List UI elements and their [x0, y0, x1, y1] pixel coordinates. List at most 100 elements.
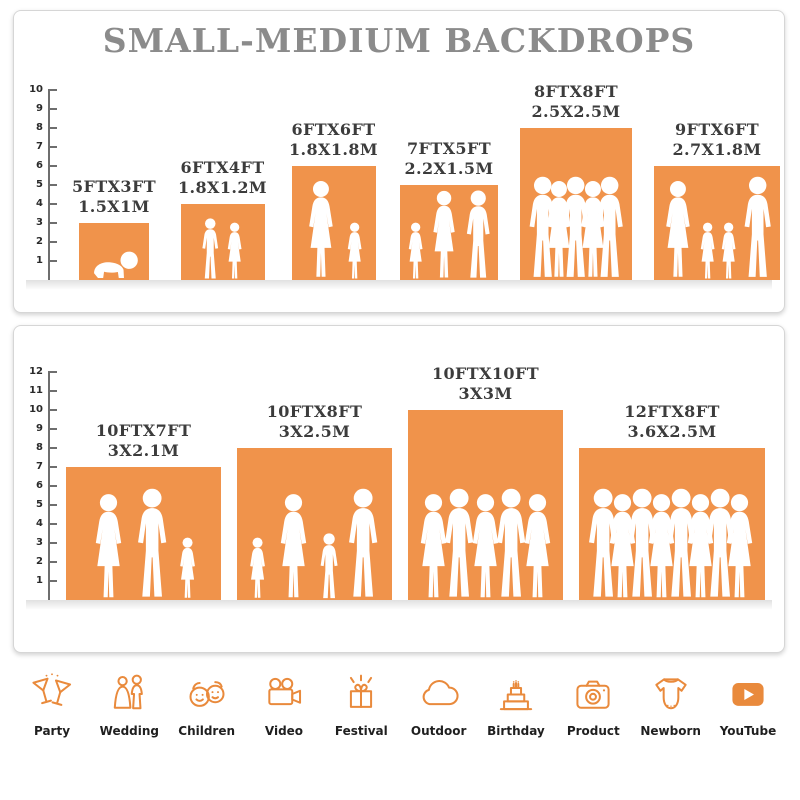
- baby-silhouette: [88, 249, 140, 280]
- ruler-tick-number: 12: [29, 366, 43, 377]
- size-m-label: 1.8X1.8M: [289, 140, 379, 159]
- category-party: Party: [15, 672, 89, 738]
- backdrop-size-label: 7FTX5FT 2.2X1.5M: [405, 139, 494, 179]
- backdrop-size-label: 5FTX3FT 1.5X1M: [72, 177, 156, 217]
- ruler-tick-number: 11: [29, 385, 43, 396]
- woman-silhouette: [272, 493, 315, 601]
- backdrop-canvas: [180, 204, 265, 280]
- ruler-tick: [48, 146, 57, 148]
- backdrop-canvas: [579, 448, 765, 600]
- category-label: YouTube: [719, 724, 777, 738]
- backdrop-size-label: 8FTX8FT 2.5X2.5M: [532, 82, 621, 122]
- ruler-tick: [48, 222, 57, 224]
- ruler-tick-number: 1: [36, 255, 43, 266]
- ruler-tick: [48, 165, 57, 167]
- size-ft-label: 8FTX8FT: [534, 82, 619, 101]
- backdrop-canvas: [237, 448, 392, 600]
- man-silhouette: [132, 488, 172, 600]
- girl-silhouette: [223, 222, 246, 280]
- ruler-tick: [48, 409, 57, 411]
- man-silhouette: [343, 488, 383, 600]
- category-label: Video: [264, 724, 304, 738]
- ruler-tick: [48, 184, 57, 186]
- backdrop-5ftx3ft: 5FTX3FT 1.5X1M: [72, 177, 156, 280]
- man-silhouette: [462, 190, 495, 280]
- ruler-medium-large: 1 2 3 4 5 6 7 8 9 10 11 12: [24, 367, 57, 600]
- size-ft-label: 7FTX5FT: [407, 139, 492, 158]
- category-label: Outdoor: [410, 724, 467, 738]
- size-m-label: 2.5X2.5M: [531, 102, 621, 121]
- size-m-label: 3.6X2.5M: [627, 422, 717, 441]
- backdrop-canvas: [66, 467, 221, 600]
- ruler-tick: [48, 542, 57, 544]
- ruler-tick-number: 8: [36, 442, 43, 453]
- size-ft-label: 5FTX3FT: [72, 177, 157, 196]
- backdrop-canvas: [79, 223, 149, 280]
- backdrop-canvas: [291, 166, 376, 280]
- boy-silhouette: [199, 218, 222, 280]
- outdoor-icon: [417, 672, 461, 716]
- category-product: Product: [556, 672, 630, 738]
- ruler-tick-number: 9: [36, 103, 43, 114]
- ruler-tick: [48, 504, 57, 506]
- category-outdoor: Outdoor: [402, 672, 476, 738]
- ruler-tick-number: 5: [36, 179, 43, 190]
- category-video: Video: [247, 672, 321, 738]
- girl-silhouette: [343, 222, 366, 280]
- category-festival: Festival: [324, 672, 398, 738]
- ruler-tick-number: 1: [36, 575, 43, 586]
- ruler-tick-number: 10: [29, 404, 43, 415]
- man-silhouette: [591, 176, 628, 280]
- backdrop-10ftx8ft: 10FTX8FT 3X2.5M: [237, 402, 392, 600]
- size-m-label: 2.2X1.5M: [404, 159, 494, 178]
- ruler-tick-number: 4: [36, 198, 43, 209]
- ruler-tick: [48, 390, 57, 392]
- backdrop-6ftx4ft: 6FTX4FT 1.8X1.2M: [178, 158, 267, 280]
- video-icon: [262, 672, 306, 716]
- backdrop-size-label: 9FTX6FT 2.7X1.8M: [673, 120, 762, 160]
- ruler-tick-number: 10: [29, 84, 43, 95]
- backdrop-size-label: 10FTX8FT 3X2.5M: [267, 402, 363, 442]
- ruler-tick-number: 6: [36, 160, 43, 171]
- ruler-tick-number: 7: [36, 461, 43, 472]
- woman-silhouette: [658, 180, 698, 280]
- category-label: Birthday: [487, 724, 545, 738]
- backdrop-12ftx8ft: 12FTX8FT 3.6X2.5M: [579, 402, 765, 600]
- size-ft-label: 9FTX6FT: [675, 120, 760, 139]
- girl-silhouette: [717, 222, 740, 280]
- backdrop-size-label: 6FTX4FT 1.8X1.2M: [178, 158, 267, 198]
- category-label: Party: [33, 724, 71, 738]
- ruler-small-medium: 1 2 3 4 5 6 7 8 9 10: [24, 85, 57, 280]
- girl-silhouette: [696, 222, 719, 280]
- category-newborn: Newborn: [634, 672, 708, 738]
- ruler-tick-number: 7: [36, 141, 43, 152]
- backdrop-8ftx8ft: 8FTX8FT 2.5X2.5M: [520, 82, 633, 280]
- party-icon: [30, 672, 74, 716]
- ruler-tick-number: 5: [36, 499, 43, 510]
- product-icon: [571, 672, 615, 716]
- backdrop-size-label: 10FTX10FT 3X3M: [432, 364, 539, 404]
- ruler-tick: [48, 447, 57, 449]
- youtube-icon: [726, 672, 770, 716]
- page-title: SMALL-MEDIUM BACKDROPS: [102, 21, 696, 60]
- size-m-label: 1.8X1.2M: [178, 178, 268, 197]
- backdrop-size-label: 10FTX7FT 3X2.1M: [96, 421, 192, 461]
- ruler-tick: [48, 466, 57, 468]
- size-ft-label: 10FTX8FT: [266, 402, 363, 421]
- woman-silhouette: [87, 493, 130, 601]
- ruler-tick: [48, 241, 57, 243]
- backdrop-canvas: [654, 166, 781, 280]
- girl-silhouette: [404, 222, 427, 280]
- girl-silhouette: [175, 537, 200, 600]
- woman-silhouette: [426, 190, 462, 280]
- category-label: Festival: [334, 724, 388, 738]
- ruler-tick: [48, 89, 57, 91]
- ruler-tick-number: 9: [36, 423, 43, 434]
- ruler-tick-number: 8: [36, 122, 43, 133]
- ruler-tick: [48, 428, 57, 430]
- children-icon: [185, 672, 229, 716]
- floor-shadow: [26, 280, 772, 290]
- panel-small-medium: SMALL-MEDIUM BACKDROPS 1 2 3 4 5 6 7 8 9 10 5FTX3F…: [13, 10, 785, 313]
- wedding-icon: [107, 672, 151, 716]
